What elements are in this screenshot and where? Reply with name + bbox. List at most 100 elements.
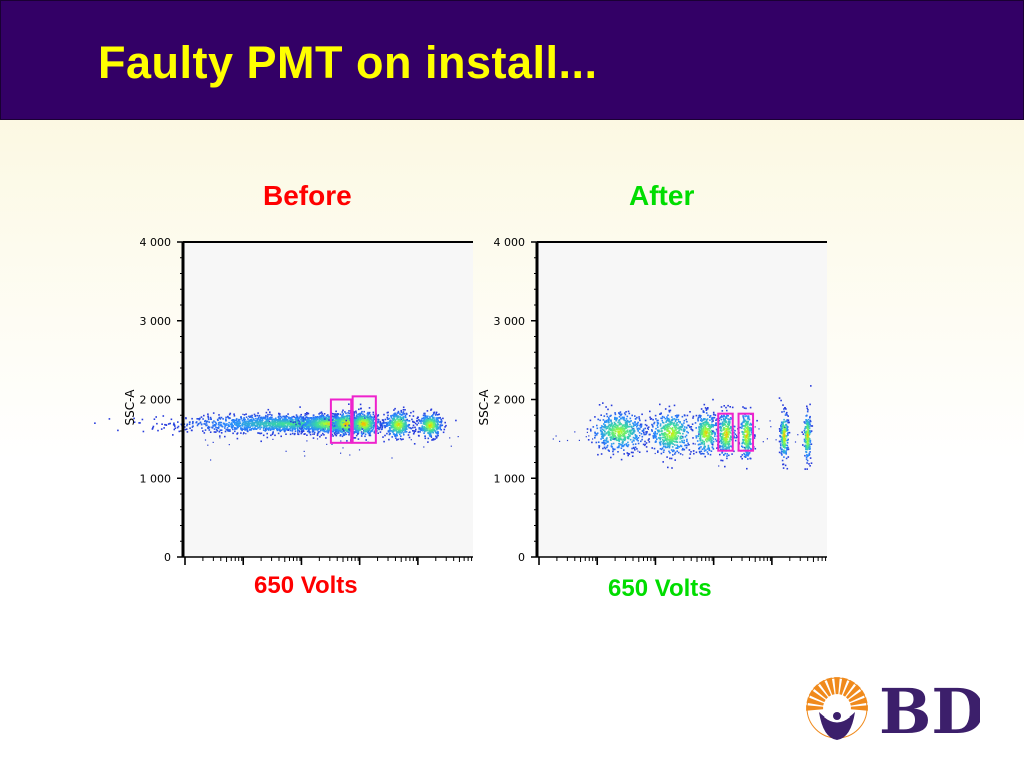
- data-point: [288, 425, 291, 428]
- data-point: [371, 419, 373, 422]
- data-point: [607, 433, 610, 436]
- data-point: [320, 429, 323, 431]
- data-point: [674, 453, 676, 455]
- data-point: [600, 427, 603, 429]
- data-point: [393, 422, 396, 425]
- data-point: [291, 432, 294, 435]
- data-point: [344, 420, 346, 423]
- data-point: [265, 429, 267, 431]
- data-point: [607, 408, 609, 411]
- data-point: [399, 433, 401, 436]
- data-point: [340, 420, 343, 423]
- data-point: [683, 426, 686, 428]
- data-point: [249, 416, 251, 419]
- data-point: [355, 431, 357, 434]
- data-point: [304, 418, 306, 420]
- data-point: [356, 425, 358, 427]
- data-point: [620, 458, 623, 461]
- data-point: [348, 403, 350, 405]
- data-point: [662, 427, 664, 429]
- data-point: [393, 433, 395, 435]
- data-point: [401, 419, 404, 422]
- data-point: [366, 417, 368, 420]
- data-point: [314, 428, 317, 431]
- data-point: [228, 417, 230, 420]
- data-point: [364, 419, 367, 421]
- data-point: [364, 433, 367, 436]
- data-point: [671, 434, 674, 437]
- data-point: [610, 437, 613, 439]
- data-point: [627, 410, 630, 413]
- data-point: [376, 425, 378, 427]
- data-point: [279, 415, 282, 418]
- data-point: [659, 413, 661, 415]
- data-point: [317, 424, 319, 427]
- data-point: [435, 418, 438, 420]
- data-point: [358, 415, 360, 418]
- data-point: [241, 425, 244, 427]
- data-point: [666, 417, 669, 420]
- data-point: [316, 428, 319, 430]
- data-point: [614, 435, 616, 437]
- data-point: [612, 424, 615, 426]
- data-point: [680, 445, 683, 448]
- data-point: [327, 431, 330, 433]
- data-point: [346, 424, 349, 426]
- data-point: [664, 442, 666, 445]
- data-point: [675, 424, 678, 426]
- data-point: [297, 429, 299, 432]
- data-point: [243, 426, 246, 428]
- data-point: [429, 424, 431, 426]
- data-point: [614, 417, 616, 420]
- data-point: [342, 414, 344, 416]
- data-point: [357, 423, 359, 426]
- data-point: [642, 428, 645, 431]
- data-point: [200, 423, 203, 425]
- data-point: [292, 426, 295, 428]
- data-point: [637, 439, 639, 442]
- data-point: [404, 429, 407, 431]
- data-point: [167, 423, 170, 425]
- data-point: [666, 430, 668, 432]
- data-point: [638, 416, 640, 418]
- data-point: [395, 428, 397, 430]
- data-point: [680, 437, 683, 440]
- data-point: [184, 428, 187, 431]
- data-point: [665, 426, 668, 429]
- data-point: [212, 424, 214, 427]
- data-point: [429, 433, 432, 435]
- outlier-point: [354, 417, 356, 419]
- data-point: [263, 416, 266, 419]
- data-point: [212, 412, 215, 414]
- data-point: [402, 428, 404, 431]
- data-point: [346, 416, 349, 418]
- data-point: [270, 434, 272, 437]
- data-point: [318, 417, 321, 420]
- data-point: [605, 413, 608, 415]
- data-point: [241, 420, 244, 422]
- data-point: [272, 426, 274, 428]
- data-point: [391, 422, 394, 424]
- data-point: [390, 417, 393, 419]
- data-point: [262, 426, 265, 428]
- data-point: [602, 402, 604, 404]
- data-point: [364, 415, 366, 417]
- data-point: [308, 430, 311, 433]
- data-point: [664, 417, 667, 420]
- data-point: [679, 436, 682, 439]
- data-point: [226, 424, 228, 427]
- data-point: [366, 428, 369, 430]
- data-point: [404, 431, 406, 433]
- data-point: [671, 427, 674, 429]
- outlier-point: [242, 433, 244, 435]
- data-point: [284, 430, 286, 433]
- data-point: [363, 410, 365, 413]
- data-point: [680, 435, 683, 438]
- data-point: [209, 416, 212, 419]
- data-point: [664, 446, 667, 449]
- data-point: [142, 430, 145, 433]
- data-point: [394, 427, 396, 429]
- data-point: [295, 424, 298, 427]
- data-point: [362, 424, 364, 427]
- data-point: [314, 416, 317, 418]
